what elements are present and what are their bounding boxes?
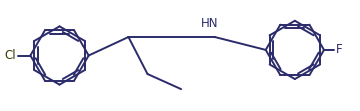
Text: HN: HN	[201, 17, 218, 30]
Text: F: F	[336, 43, 342, 56]
Text: Cl: Cl	[5, 49, 17, 62]
